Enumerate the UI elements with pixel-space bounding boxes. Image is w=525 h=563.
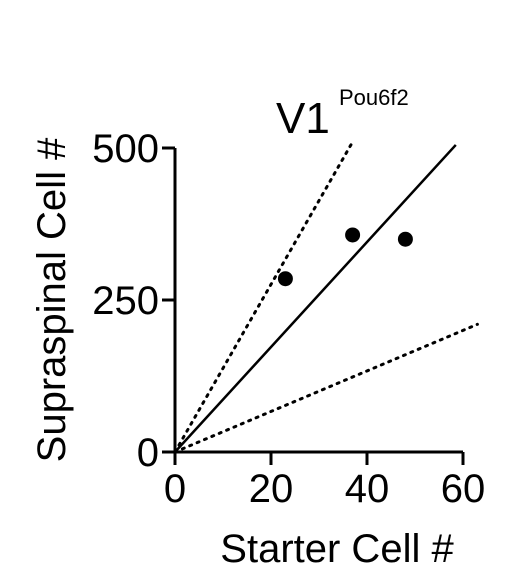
chart-title: V1	[276, 94, 330, 143]
y-tick-label: 0	[137, 431, 159, 475]
y-tick-label: 250	[92, 279, 159, 323]
x-axis-title: Starter Cell #	[220, 527, 454, 563]
x-tick-label: 20	[249, 467, 294, 511]
data-point	[345, 227, 361, 243]
x-tick-label: 0	[164, 467, 186, 511]
plot-area: 0 250 500 0 20 40 60	[92, 127, 485, 511]
y-axis-title: Supraspinal Cell #	[30, 137, 74, 462]
data-point	[397, 231, 413, 247]
reference-line-solid	[174, 144, 457, 453]
reference-line-dotted	[173, 140, 355, 454]
x-tick-label: 40	[345, 467, 390, 511]
data-point	[277, 271, 293, 287]
y-tick-label: 500	[92, 127, 159, 171]
chart-title-superscript: Pou6f2	[339, 85, 409, 110]
reference-line-dotted	[173, 322, 479, 454]
x-tick-label: 60	[441, 467, 486, 511]
